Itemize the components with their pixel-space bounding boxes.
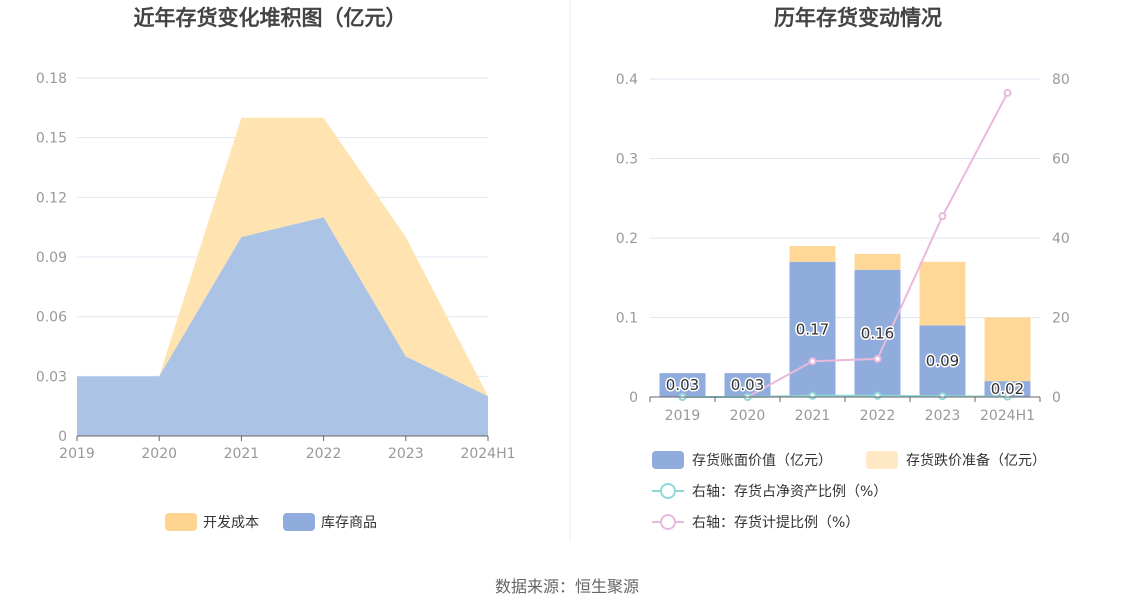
right-left-y-tick-label: 0.1 <box>616 311 638 327</box>
point-net-assets-ratio <box>938 392 947 401</box>
legend-swatch-marker <box>660 514 676 530</box>
stacked-area-chart: 近年存货变化堆积图（亿元） 00.030.060.090.120.150.18 … <box>36 6 516 531</box>
area-series-dev-cost <box>77 117 488 397</box>
right-x-tick-label: 2021 <box>795 408 831 424</box>
right-left-y-tick-label: 0.3 <box>616 152 638 168</box>
right-right-y-tick-label: 40 <box>1052 231 1070 247</box>
left-chart-title: 近年存货变化堆积图（亿元） <box>134 6 407 30</box>
point-net-assets-ratio <box>808 391 817 400</box>
right-x-tick-label: 2019 <box>665 408 701 424</box>
legend-swatch-book-value <box>652 451 684 469</box>
left-legend-label: 开发成本 <box>203 515 259 531</box>
right-right-y-tick-label: 60 <box>1052 152 1070 168</box>
right-right-y-tick-label: 0 <box>1052 390 1061 406</box>
right-left-y-tick-label: 0.4 <box>616 72 638 88</box>
left-y-tick-label: 0.12 <box>36 190 67 206</box>
right-x-tick-label: 2020 <box>730 408 766 424</box>
point-provision-ratio <box>938 212 947 221</box>
point-provision-ratio <box>808 357 817 366</box>
left-areas <box>77 117 488 436</box>
left-x-tick-label: 2023 <box>388 446 424 462</box>
right-x-tick-label: 2022 <box>860 408 896 424</box>
left-y-tick-label: 0.18 <box>36 71 67 87</box>
right-right-y-tick-label: 20 <box>1052 311 1070 327</box>
right-left-y-tick-label: 0 <box>629 390 638 406</box>
bar-value-label: 0.03 <box>731 376 764 394</box>
legend-swatch-marker <box>660 483 676 499</box>
bar-value-label: 0.02 <box>991 380 1024 398</box>
bar-book-value <box>854 269 901 397</box>
bar-impairment <box>919 261 966 326</box>
left-y-tick-label: 0.06 <box>36 310 67 326</box>
left-x-tick-label: 2022 <box>306 446 342 462</box>
point-net-assets-ratio <box>873 391 882 400</box>
area-series-inventory-goods <box>77 217 488 436</box>
bar-value-label: 0.16 <box>861 324 894 342</box>
right-axis: 2019 2020 2021 2022 2023 2024H1 <box>649 396 1041 424</box>
left-x-tick-label: 2020 <box>141 446 177 462</box>
right-x-tick-label: 2023 <box>925 408 961 424</box>
bar-value-label: 0.17 <box>796 320 829 338</box>
left-x-tick-label: 2024H1 <box>460 446 515 462</box>
right-x-tick-label: 2024H1 <box>980 408 1035 424</box>
bar-book-value <box>659 373 706 397</box>
left-legend-swatch <box>165 513 197 531</box>
left-grid: 0 0.03 0.06 0.09 0.12 0.15 0.18 <box>36 71 488 445</box>
legend-label-line: 右轴：存货占净资产比例（%） <box>692 483 887 500</box>
right-left-y-tick-label: 0.2 <box>616 231 638 247</box>
left-y-tick-label: 0.15 <box>36 131 67 147</box>
bar-book-value <box>789 261 836 397</box>
point-provision-ratio <box>873 354 882 363</box>
legend-label-line: 右轴：存货计提比例（%） <box>692 514 859 531</box>
left-legend-label: 库存商品 <box>321 515 377 531</box>
left-y-tick-label: 0.09 <box>36 250 67 266</box>
left-legend: 开发成本 库存商品 <box>165 513 377 531</box>
bar-book-value <box>984 381 1031 397</box>
legend-swatch-impairment <box>866 451 898 469</box>
bar-impairment <box>789 245 836 262</box>
legend-label-book-value: 存货账面价值（亿元） <box>692 452 832 469</box>
bar-book-value <box>919 325 966 397</box>
left-y-tick-label: 0.03 <box>36 369 67 385</box>
left-axis: 2019 2020 2021 2022 2023 2024H1 <box>59 435 516 462</box>
bar-impairment <box>854 253 901 270</box>
left-legend-swatch <box>283 513 315 531</box>
left-x-tick-label: 2019 <box>59 446 95 462</box>
right-grid: 0 0.1 0.2 0.3 0.4 0 20 40 60 80 <box>616 72 1070 406</box>
bar-value-label: 0.03 <box>666 376 699 394</box>
legend-label-impairment: 存货跌价准备（亿元） <box>906 452 1046 469</box>
bar-value-label: 0.09 <box>926 352 959 370</box>
left-x-tick-label: 2021 <box>224 446 260 462</box>
right-chart-title: 历年存货变动情况 <box>774 6 942 30</box>
point-provision-ratio <box>1003 88 1012 97</box>
right-bar-labels: 0.03 0.03 0.17 0.16 0.09 0.02 <box>664 319 1025 400</box>
right-legend: 存货账面价值（亿元） 存货跌价准备（亿元） 右轴：存货占净资产比例（%） 右轴：存货计… <box>652 451 1046 531</box>
right-bars <box>659 245 1031 397</box>
left-y-tick-label: 0 <box>58 429 67 445</box>
right-right-y-tick-label: 80 <box>1052 72 1070 88</box>
bar-impairment <box>984 317 1031 382</box>
data-source-note: 数据来源：恒生聚源 <box>495 577 639 596</box>
